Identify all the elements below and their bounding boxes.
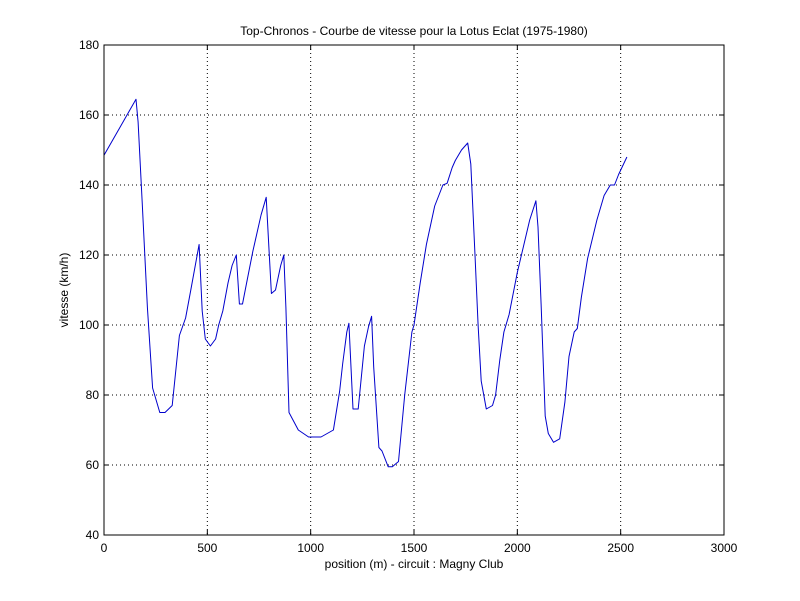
y-tick-label: 180: [79, 38, 99, 52]
x-tick-label: 3000: [711, 541, 738, 555]
x-tick-label: 2000: [504, 541, 531, 555]
x-tick-label: 1000: [297, 541, 324, 555]
x-tick-label: 500: [197, 541, 217, 555]
chart-title: Top-Chronos - Courbe de vitesse pour la …: [240, 24, 588, 38]
x-axis-label: position (m) - circuit : Magny Club: [325, 557, 504, 571]
y-tick-label: 140: [79, 178, 99, 192]
axis-ticks: 0 500 1000 1500 2000 2500 3000 40 60 80 100 120 140 1…: [79, 38, 738, 555]
y-tick-label: 80: [86, 388, 100, 402]
speed-line: [103, 98, 628, 468]
x-tick-label: 0: [101, 541, 108, 555]
y-tick-label: 40: [86, 528, 100, 542]
y-axis-label: vitesse (km/h): [57, 253, 71, 328]
y-tick-label: 120: [79, 248, 99, 262]
y-tick-label: 100: [79, 318, 99, 332]
x-tick-label: 2500: [607, 541, 634, 555]
grid: [104, 45, 724, 535]
y-tick-label: 160: [79, 108, 99, 122]
x-tick-label: 1500: [401, 541, 428, 555]
y-tick-label: 60: [86, 458, 100, 472]
speed-series: [103, 98, 628, 468]
